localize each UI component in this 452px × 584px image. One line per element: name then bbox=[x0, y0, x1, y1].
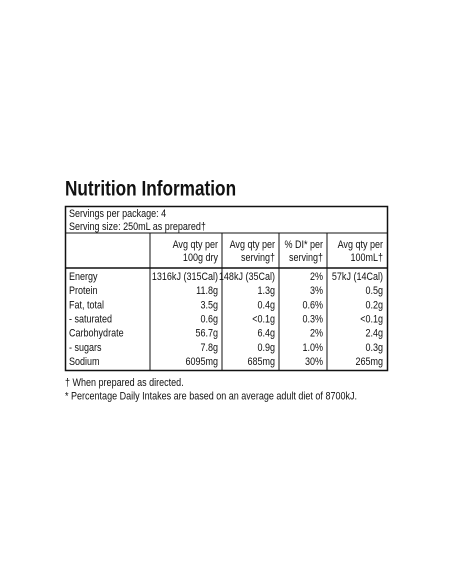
nutrient-value: 2% bbox=[310, 328, 323, 340]
nutrient-value: 57kJ (14Cal) bbox=[332, 271, 383, 283]
serving-info: Serving size: 250mL as prepared† bbox=[69, 221, 206, 233]
nutrient-value: 6095mg bbox=[185, 356, 218, 368]
nutrient-name: - sugars bbox=[69, 342, 102, 354]
footnote: † When prepared as directed. bbox=[65, 377, 184, 389]
nutrient-value: 0.9g bbox=[257, 342, 275, 354]
nutrient-value: 7.8g bbox=[200, 342, 218, 354]
column-header: 100mL† bbox=[350, 252, 383, 264]
nutrient-value: 0.4g bbox=[257, 300, 275, 312]
nutrient-value: 30% bbox=[305, 356, 323, 368]
column-header: 100g dry bbox=[183, 252, 218, 264]
nutrient-name: Protein bbox=[69, 285, 98, 297]
nutrient-value: 3% bbox=[310, 285, 323, 297]
nutrient-value: 2.4g bbox=[365, 328, 383, 340]
nutrient-value: 148kJ (35Cal) bbox=[219, 271, 275, 283]
column-header: serving† bbox=[241, 252, 275, 264]
nutrient-name: Sodium bbox=[69, 356, 100, 368]
column-header: serving† bbox=[289, 252, 323, 264]
nutrient-value: 0.3g bbox=[365, 342, 383, 354]
nutrient-value: 265mg bbox=[355, 356, 383, 368]
column-header: Avg qty per bbox=[338, 239, 384, 251]
nutrient-value: 685mg bbox=[247, 356, 275, 368]
nutrient-name: - saturated bbox=[69, 314, 112, 326]
nutrient-name: Carbohydrate bbox=[69, 328, 124, 340]
title: Nutrition Information bbox=[65, 178, 236, 201]
nutrient-value: 56.7g bbox=[195, 328, 218, 340]
nutrient-value: 0.6% bbox=[302, 300, 323, 312]
nutrient-value: 1316kJ (315Cal) bbox=[152, 271, 218, 283]
nutrient-value: <0.1g bbox=[252, 314, 275, 326]
nutrient-value: 0.2g bbox=[365, 300, 383, 312]
nutrient-value: 0.6g bbox=[200, 314, 218, 326]
footnote: * Percentage Daily Intakes are based on … bbox=[65, 391, 357, 403]
nutrient-value: 0.5g bbox=[365, 285, 383, 297]
table-border bbox=[64, 205, 389, 372]
nutrient-value: 11.8g bbox=[196, 285, 218, 297]
serving-info: Servings per package: 4 bbox=[69, 208, 167, 220]
nutrient-value: 1.0% bbox=[302, 342, 323, 354]
nutrient-value: 1.3g bbox=[257, 285, 275, 297]
nutrient-value: 6.4g bbox=[257, 328, 275, 340]
nutrient-value: 3.5g bbox=[200, 300, 218, 312]
nutrient-value: 2% bbox=[310, 271, 323, 283]
column-header: Avg qty per bbox=[173, 239, 219, 251]
column-header: % DI* per bbox=[284, 239, 323, 251]
nutrient-value: <0.1g bbox=[360, 314, 383, 326]
column-header: Avg qty per bbox=[230, 239, 276, 251]
nutrient-value: 0.3% bbox=[302, 314, 323, 326]
nutrient-name: Fat, total bbox=[69, 300, 104, 312]
nutrient-name: Energy bbox=[69, 271, 98, 283]
